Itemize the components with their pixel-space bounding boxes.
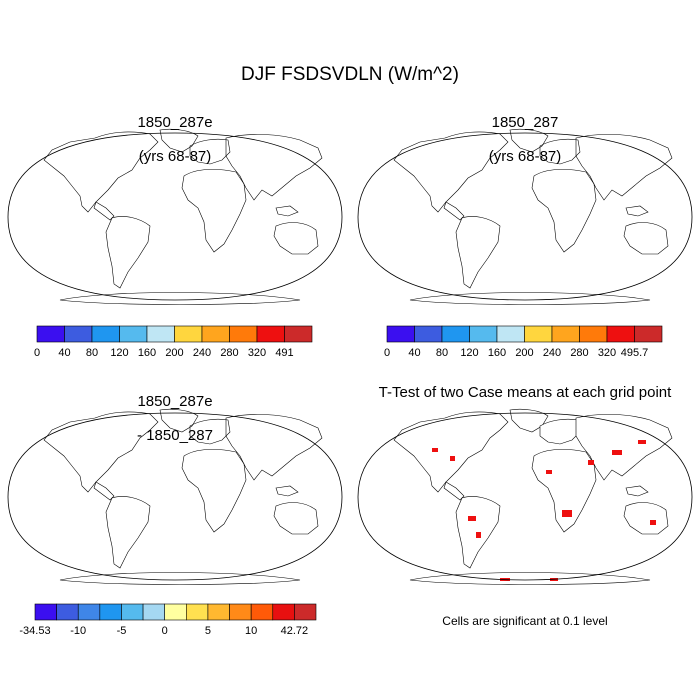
map-frame: [7, 412, 343, 581]
colorbar-swatch: [579, 325, 608, 343]
map-panel-3: [7, 408, 343, 585]
colorbar-swatch: [146, 325, 175, 343]
colorbar-swatch: [56, 603, 79, 621]
colorbar-swatch: [36, 325, 65, 343]
colorbar-swatch: [201, 325, 230, 343]
colorbar-swatch: [91, 325, 120, 343]
land-fill: [394, 129, 672, 305]
colorbar-label: 240: [193, 347, 211, 359]
colorbar-label: -34.53: [19, 625, 50, 637]
panel-2-title: 1850_287 (yrs 68-87): [425, 97, 625, 182]
map-frame: [357, 412, 693, 581]
map-panel-1: [7, 128, 343, 305]
colorbar-swatch: [229, 603, 252, 621]
colorbar-2: 0 40 80 120 160 200 240 280 320 495.7: [384, 325, 663, 359]
colorbar-label: 10: [245, 625, 257, 637]
colorbar-label: 160: [138, 347, 156, 359]
panel-3-title-line1: 1850_287e: [137, 393, 213, 410]
colorbar-swatch: [272, 603, 295, 621]
panel-2-title-line1: 1850_287: [491, 114, 559, 131]
map-panel-2: [357, 128, 693, 305]
panel-1-title-line2: (yrs 68-87): [138, 148, 212, 165]
colorbar-label: 160: [488, 347, 506, 359]
panel-3-title: 1850_287e - 1850_287: [75, 376, 275, 461]
colorbar-label: 495.7: [621, 347, 649, 359]
colorbar-label: 280: [570, 347, 588, 359]
colorbar-3: -34.53 -10 -5 0 5 10 42.72: [19, 603, 317, 637]
land-fill: [44, 129, 322, 305]
colorbar-1: 0 40 80 120 160 200 240 280 320 491: [34, 325, 313, 359]
colorbar-swatch: [174, 325, 203, 343]
map-panel-4: [357, 408, 693, 585]
colorbar-label: 0: [162, 625, 168, 637]
colorbar-swatch: [99, 603, 122, 621]
colorbar-swatch: [551, 325, 580, 343]
colorbar-label: 240: [543, 347, 561, 359]
colorbar-label: 0: [384, 347, 390, 359]
colorbar-label: 491: [275, 347, 293, 359]
colorbar-swatch: [119, 325, 148, 343]
panel-1-title: 1850_287e (yrs 68-87): [75, 97, 275, 182]
land-fill: [44, 409, 322, 585]
colorbar-swatch: [164, 603, 187, 621]
colorbar-label: 80: [86, 347, 98, 359]
colorbar-swatch: [121, 603, 144, 621]
colorbar-swatch: [142, 603, 165, 621]
colorbar-swatch: [64, 325, 93, 343]
colorbar-label: 0: [34, 347, 40, 359]
colorbar-swatch: [77, 603, 101, 621]
panel-4-title: T-Test of two Case means at each grid po…: [378, 384, 672, 401]
figure-title: DJF FSDSVDLN (W/m^2): [241, 64, 459, 85]
colorbar-swatch: [34, 603, 57, 621]
colorbar-label: 120: [110, 347, 128, 359]
colorbar-label: 320: [248, 347, 266, 359]
panel-1-title-line1: 1850_287e: [137, 114, 213, 131]
panel-2-title-line2: (yrs 68-87): [488, 148, 562, 165]
colorbar-label: 40: [58, 347, 70, 359]
colorbar-label: -10: [70, 625, 86, 637]
colorbar-label: 5: [205, 625, 211, 637]
colorbar-swatch: [606, 325, 635, 343]
colorbar-swatch: [441, 325, 470, 343]
colorbar-label: 280: [220, 347, 238, 359]
colorbar-swatch: [414, 325, 443, 343]
map-frame: [357, 132, 693, 301]
colorbar-swatch: [294, 603, 317, 621]
colorbar-label: 200: [165, 347, 183, 359]
colorbar-label: 42.72: [281, 625, 309, 637]
colorbar-swatch: [524, 325, 553, 343]
colorbar-label: 40: [408, 347, 420, 359]
colorbar-swatch: [386, 325, 415, 343]
colorbar-swatch: [634, 325, 663, 343]
colorbar-swatch: [250, 603, 274, 621]
colorbar-label: 200: [515, 347, 533, 359]
colorbar-swatch: [186, 603, 209, 621]
significance-note: Cells are significant at 0.1 level: [442, 614, 608, 628]
colorbar-label: 80: [436, 347, 448, 359]
map-frame: [7, 132, 343, 301]
colorbar-label: -5: [117, 625, 127, 637]
colorbar-swatch: [469, 325, 498, 343]
colorbar-swatch: [207, 603, 230, 621]
colorbar-label: 120: [460, 347, 478, 359]
colorbar-label: 320: [598, 347, 616, 359]
panel-3-title-line2: - 1850_287: [137, 427, 213, 444]
colorbar-swatch: [229, 325, 258, 343]
colorbar-swatch: [256, 325, 285, 343]
colorbar-swatch: [284, 325, 313, 343]
colorbar-swatch: [496, 325, 525, 343]
